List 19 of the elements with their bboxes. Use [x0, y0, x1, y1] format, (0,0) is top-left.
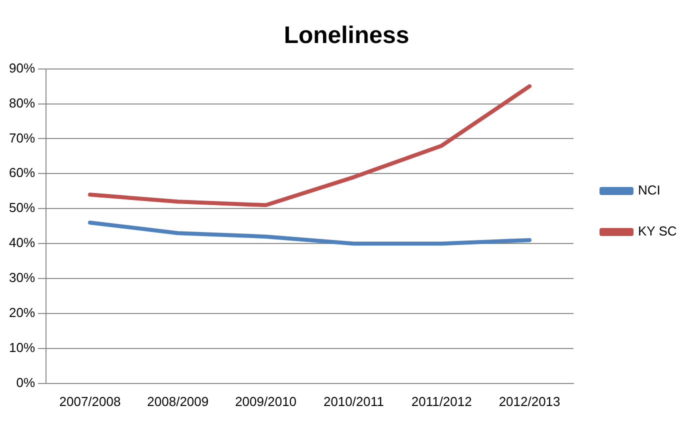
x-tick-label: 2008/2009 — [147, 394, 209, 409]
y-tick-label: 90% — [8, 60, 36, 76]
legend-label: KY SC — [638, 224, 677, 239]
y-tick-label: 50% — [8, 200, 36, 216]
y-tick-label: 60% — [8, 165, 36, 180]
legend-label: NCI — [638, 182, 660, 198]
y-tick-label: 30% — [8, 270, 36, 286]
y-tick-label: 0% — [16, 374, 36, 390]
y-tick-label: 10% — [8, 340, 36, 356]
y-tick-label: 70% — [8, 130, 36, 146]
x-tick-label: 2012/2013 — [498, 394, 560, 409]
x-tick-label: 2010/2011 — [323, 394, 384, 409]
x-tick-label: 2009/2010 — [235, 394, 297, 409]
y-tick-label: 80% — [8, 95, 36, 110]
y-tick-label: 40% — [8, 235, 36, 250]
x-tick-label: 2007/2008 — [59, 394, 121, 409]
x-tick-label: 2011/2012 — [411, 394, 472, 409]
y-tick-label: 20% — [8, 305, 36, 320]
chart-title: Loneliness — [284, 22, 410, 50]
